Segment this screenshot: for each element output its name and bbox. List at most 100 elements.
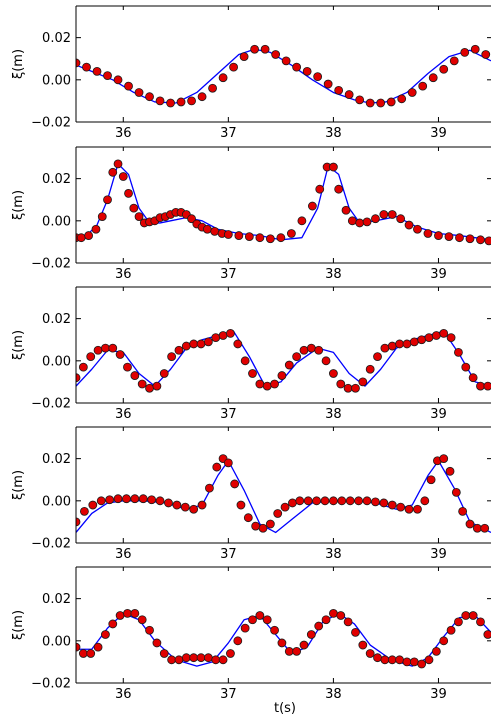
measured-points xyxy=(76,44,491,108)
data-point xyxy=(434,231,443,240)
data-point xyxy=(76,517,81,527)
data-point xyxy=(303,496,313,506)
data-point xyxy=(189,504,199,514)
data-point xyxy=(101,630,110,639)
data-point xyxy=(113,159,123,169)
data-point xyxy=(234,231,244,240)
data-point xyxy=(444,232,454,242)
data-point xyxy=(387,500,397,510)
data-point xyxy=(123,362,132,372)
data-point xyxy=(315,184,325,194)
data-point xyxy=(176,97,186,107)
data-point xyxy=(260,44,270,54)
data-point xyxy=(167,352,177,362)
data-point xyxy=(248,369,257,378)
data-point xyxy=(189,339,199,349)
data-point xyxy=(180,502,190,512)
x-tick-label: 37 xyxy=(220,687,237,702)
data-point xyxy=(371,214,380,224)
data-point xyxy=(313,72,323,82)
data-point xyxy=(284,360,294,370)
data-point xyxy=(417,659,427,669)
data-point xyxy=(76,233,86,243)
x-tick-label: 39 xyxy=(430,126,447,141)
data-point xyxy=(397,94,407,104)
panel-1: −0.02 0.00 0.02 36 37 38 39 ξ(m) xyxy=(11,5,491,141)
data-point xyxy=(262,615,272,625)
y-axis-label: ξ(m) xyxy=(11,49,26,79)
data-point xyxy=(484,236,491,246)
data-point xyxy=(362,217,372,227)
data-point xyxy=(417,335,427,345)
measured-points xyxy=(76,454,490,533)
data-point xyxy=(402,657,412,667)
data-point xyxy=(276,233,286,243)
data-point xyxy=(288,498,297,508)
data-point xyxy=(426,475,436,485)
data-point xyxy=(461,362,471,372)
data-point xyxy=(152,381,162,391)
y-tick-label: 0.02 xyxy=(42,172,71,187)
data-point xyxy=(409,657,419,667)
data-point xyxy=(395,339,404,349)
data-point xyxy=(379,210,389,219)
data-point xyxy=(424,333,434,343)
data-point xyxy=(329,369,338,378)
data-point xyxy=(323,79,333,89)
data-point xyxy=(251,521,261,531)
data-point xyxy=(458,506,468,516)
data-point xyxy=(118,172,128,181)
data-point xyxy=(197,500,207,510)
y-tick-label: −0.02 xyxy=(31,677,71,692)
data-point xyxy=(451,487,461,497)
y-axis-label: ξ(m) xyxy=(11,470,26,500)
data-point xyxy=(386,97,396,107)
data-point xyxy=(396,502,406,512)
data-point xyxy=(280,502,290,512)
x-tick-label: 38 xyxy=(325,267,342,282)
data-point xyxy=(344,90,354,99)
data-point xyxy=(76,373,81,383)
x-tick-label: 38 xyxy=(325,687,342,702)
data-point xyxy=(302,66,312,76)
data-point xyxy=(212,462,222,472)
data-point xyxy=(423,229,433,238)
data-point xyxy=(483,381,491,391)
data-point xyxy=(124,188,133,198)
x-tick-label: 37 xyxy=(220,126,237,141)
data-point xyxy=(167,655,177,665)
y-tick-label: 0.02 xyxy=(42,592,71,607)
y-tick-label: −0.02 xyxy=(31,537,71,552)
data-point xyxy=(240,623,250,633)
data-point xyxy=(223,458,233,468)
data-point xyxy=(229,62,238,72)
y-axis-label: ξ(m) xyxy=(11,610,26,640)
data-point xyxy=(465,234,475,244)
data-point xyxy=(187,214,196,224)
measured-points xyxy=(76,159,491,246)
data-point xyxy=(115,350,125,359)
data-point xyxy=(255,611,265,620)
data-point xyxy=(115,611,125,620)
data-point xyxy=(329,162,338,172)
data-point xyxy=(439,328,449,338)
data-point xyxy=(250,44,260,54)
data-point xyxy=(428,73,438,83)
data-point xyxy=(431,331,441,340)
data-point xyxy=(145,92,154,102)
y-tick-label: −0.02 xyxy=(31,397,71,412)
data-point xyxy=(76,642,81,652)
data-point xyxy=(404,220,414,230)
data-point xyxy=(454,617,463,627)
data-point xyxy=(439,64,449,74)
data-point xyxy=(248,615,257,625)
measured-points xyxy=(76,328,491,393)
y-axis-label: ξ(m) xyxy=(11,190,26,220)
data-point xyxy=(233,636,243,646)
data-point xyxy=(404,504,414,514)
data-point xyxy=(78,649,88,658)
data-point xyxy=(223,230,233,239)
data-point xyxy=(145,625,154,635)
data-point xyxy=(299,640,309,650)
data-point xyxy=(88,500,98,510)
